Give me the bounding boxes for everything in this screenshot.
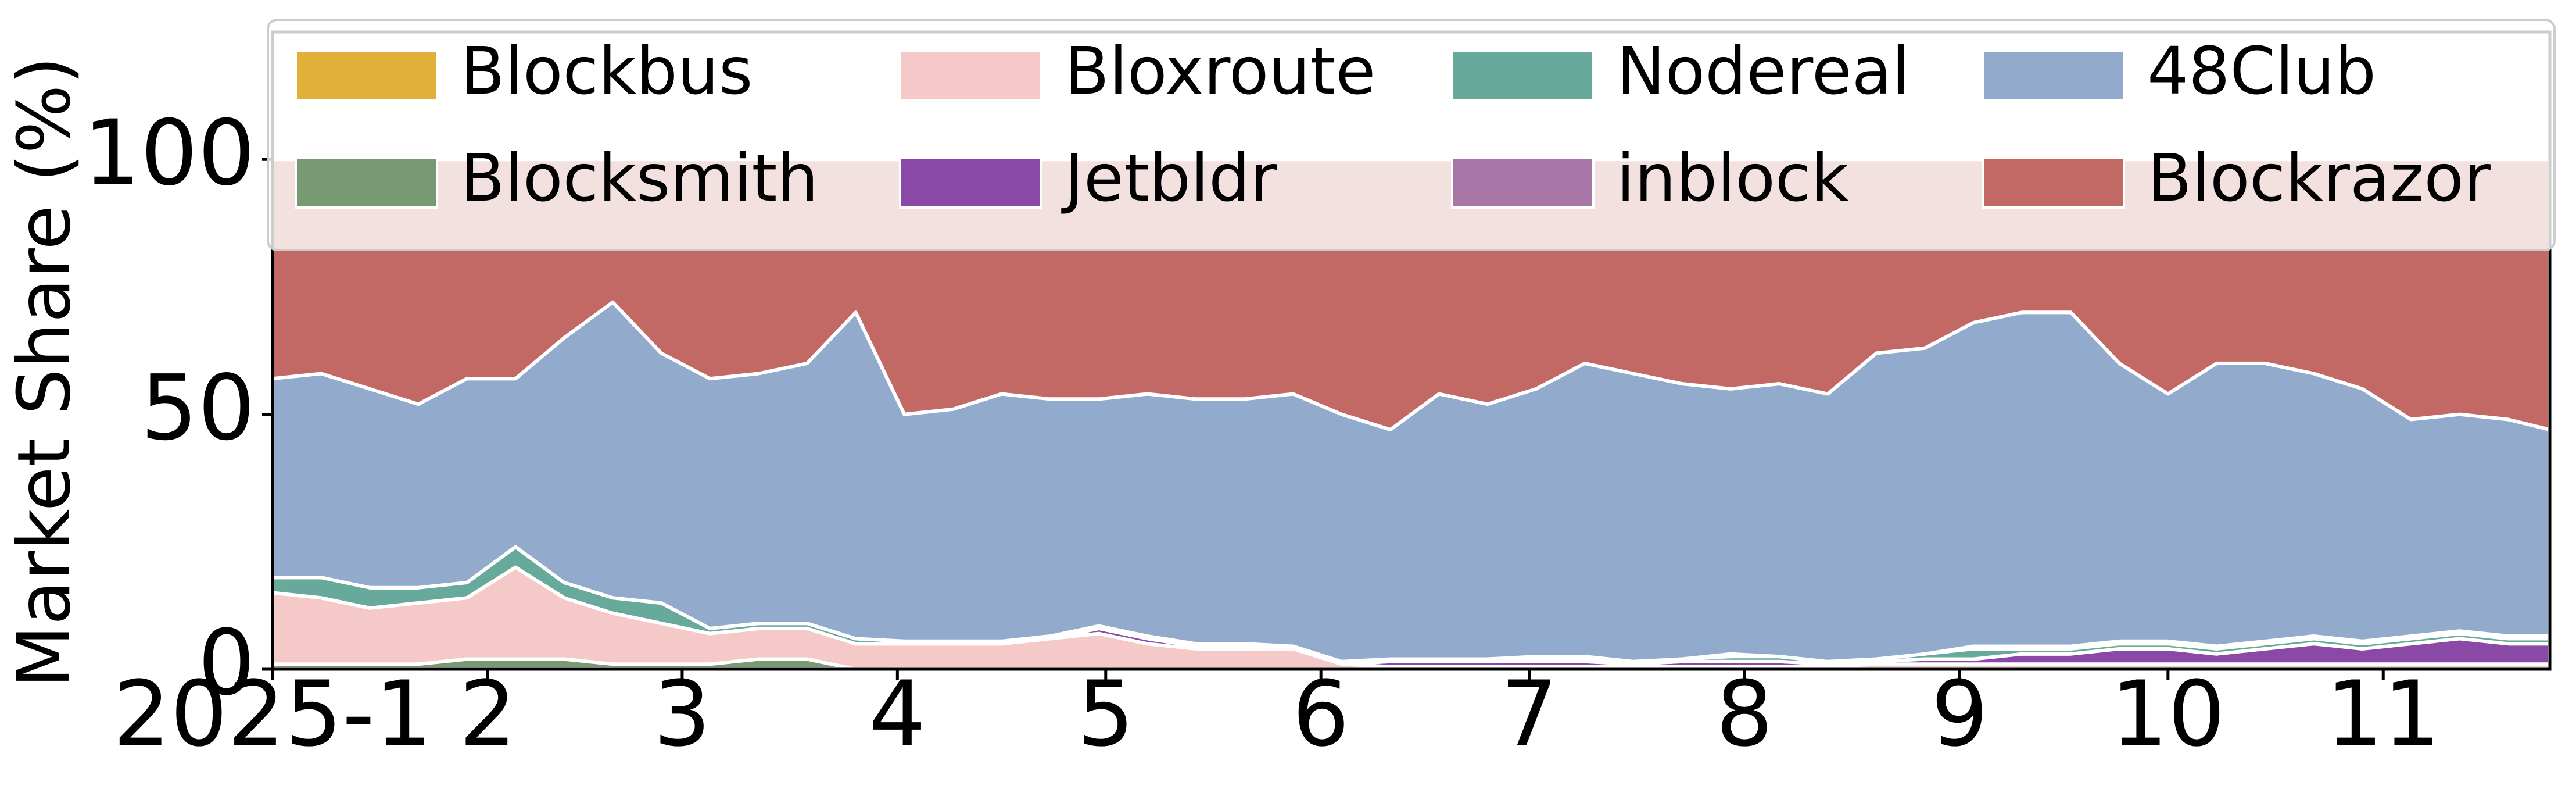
legend-label: Blocksmith (460, 141, 818, 216)
axes: 0 50 100 2025-1 2 3 4 5 6 7 8 9 10 11 (83, 101, 2441, 767)
legend-swatch (1451, 50, 1595, 102)
legend-swatch (1982, 50, 2125, 102)
x-tick-label: 9 (1931, 661, 1989, 766)
x-tick-label: 10 (2111, 661, 2225, 766)
y-tick-label: 0 (198, 610, 255, 715)
legend-label: Blockbus (460, 34, 753, 109)
x-tick-label: 7 (1500, 661, 1558, 766)
x-tick-label: 2 (459, 661, 517, 766)
y-tick-label: 50 (141, 355, 255, 460)
x-tick-label: 11 (2326, 661, 2441, 766)
y-axis-label: Market Share (%) (2, 56, 87, 688)
x-tick-label: 3 (654, 661, 711, 766)
y-tick-label: 100 (83, 101, 255, 206)
x-tick-label: 4 (869, 661, 926, 766)
legend-swatch (1982, 157, 2125, 209)
x-tick-label: 8 (1716, 661, 1774, 766)
legend-label: Jetbldr (1061, 141, 1277, 216)
legend-swatch (899, 157, 1042, 209)
x-tick-label: 5 (1077, 661, 1134, 766)
legend-swatch (295, 50, 438, 102)
legend-label: Bloxroute (1065, 34, 1375, 109)
x-tick-label: 2025-1 (113, 661, 432, 766)
x-tick-label: 6 (1292, 661, 1350, 766)
legend-swatch (899, 50, 1042, 102)
legend-label: inblock (1617, 141, 1848, 216)
legend-label: Nodereal (1617, 34, 1910, 109)
legend-swatch (295, 157, 438, 209)
legend: Blockbus Blocksmith Bloxroute Jetbldr Nodere… (267, 19, 2556, 251)
legend-swatch (1451, 157, 1595, 209)
legend-label: Blockrazor (2147, 141, 2491, 216)
legend-label: 48Club (2147, 34, 2376, 109)
